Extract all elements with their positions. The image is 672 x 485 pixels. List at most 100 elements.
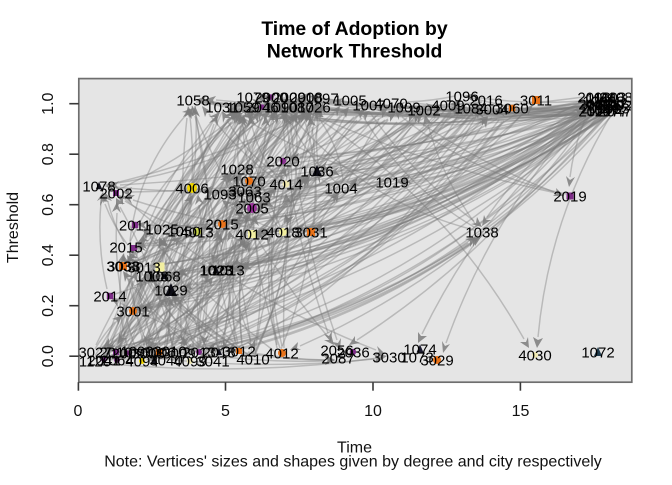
svg-text:1023: 1023	[199, 262, 232, 279]
svg-text:4010: 4010	[236, 351, 269, 368]
svg-text:2000: 2000	[254, 89, 287, 106]
svg-text:2019: 2019	[553, 188, 586, 205]
svg-text:3063: 3063	[228, 183, 261, 200]
svg-text:1007: 1007	[352, 97, 385, 114]
svg-text:1087: 1087	[280, 99, 313, 116]
svg-text:3060: 3060	[495, 100, 528, 117]
svg-text:3008: 3008	[131, 345, 164, 362]
svg-text:0: 0	[74, 403, 83, 420]
svg-text:1063: 1063	[237, 189, 270, 206]
svg-text:1031: 1031	[205, 99, 238, 116]
svg-text:0.0: 0.0	[40, 345, 57, 367]
svg-text:2015: 2015	[205, 216, 238, 233]
svg-text:2047: 2047	[598, 103, 631, 120]
svg-text:2008: 2008	[289, 89, 322, 106]
svg-text:1072: 1072	[581, 344, 614, 361]
svg-text:3041: 3041	[196, 353, 229, 370]
svg-text:2020: 2020	[266, 153, 299, 170]
svg-text:4006: 4006	[175, 180, 208, 197]
svg-text:1103: 1103	[594, 89, 626, 106]
svg-text:2017: 2017	[578, 96, 611, 113]
svg-text:3001: 3001	[116, 303, 149, 320]
svg-text:15: 15	[512, 403, 530, 420]
svg-text:1023: 1023	[200, 262, 233, 279]
svg-text:Time: Time	[337, 440, 372, 457]
svg-text:2108: 2108	[599, 89, 632, 106]
svg-text:2056: 2056	[320, 342, 353, 359]
svg-text:10: 10	[364, 403, 382, 420]
svg-text:2016: 2016	[469, 92, 502, 109]
svg-text:1088: 1088	[582, 93, 615, 110]
svg-text:1004: 1004	[324, 180, 357, 197]
svg-text:2068: 2068	[591, 93, 624, 110]
svg-text:1073: 1073	[400, 349, 433, 366]
svg-text:1077: 1077	[594, 103, 627, 120]
svg-text:1036: 1036	[300, 163, 333, 180]
svg-text:0.8: 0.8	[40, 143, 57, 165]
svg-text:2036: 2036	[336, 344, 369, 361]
svg-text:2011: 2011	[119, 217, 151, 234]
svg-text:4094: 4094	[125, 353, 158, 370]
svg-text:1005: 1005	[333, 92, 366, 109]
svg-text:1093: 1093	[203, 186, 236, 203]
svg-text:2014: 2014	[93, 288, 126, 305]
svg-text:2005: 2005	[235, 200, 268, 217]
svg-text:3009: 3009	[162, 345, 195, 362]
svg-text:1084: 1084	[454, 100, 487, 117]
svg-text:2041: 2041	[87, 352, 120, 369]
svg-text:4070: 4070	[374, 95, 407, 112]
svg-text:2003: 2003	[577, 89, 610, 106]
svg-text:2018: 2018	[202, 344, 235, 361]
svg-text:3031: 3031	[294, 224, 327, 241]
svg-text:1074: 1074	[403, 341, 436, 358]
svg-text:3010: 3010	[153, 343, 186, 360]
svg-text:Note: Vertices' sizes and shap: Note: Vertices' sizes and shapes given b…	[104, 454, 602, 471]
svg-text:1090: 1090	[120, 343, 153, 360]
svg-text:2087: 2087	[321, 350, 354, 367]
svg-text:1070: 1070	[232, 173, 265, 190]
svg-text:5: 5	[221, 403, 230, 420]
svg-text:1090: 1090	[264, 99, 297, 116]
svg-text:1050: 1050	[167, 223, 200, 240]
svg-text:3004: 3004	[475, 101, 508, 118]
svg-text:1096: 1096	[445, 88, 478, 105]
svg-text:4030: 4030	[518, 347, 551, 364]
svg-text:Threshold: Threshold	[5, 192, 22, 263]
svg-text:4012: 4012	[265, 345, 298, 362]
svg-text:3033: 3033	[106, 258, 139, 275]
svg-text:3011: 3011	[520, 92, 552, 109]
svg-text:1009: 1009	[387, 99, 420, 116]
svg-text:3027: 3027	[78, 344, 111, 361]
svg-text:1079: 1079	[236, 89, 269, 106]
svg-text:0.6: 0.6	[40, 193, 57, 215]
svg-text:1029: 1029	[154, 282, 187, 299]
svg-text:1017: 1017	[594, 96, 627, 113]
svg-text:3040: 3040	[149, 352, 182, 369]
svg-text:2099: 2099	[580, 100, 613, 117]
svg-text:1120: 1120	[79, 353, 111, 370]
svg-text:2009: 2009	[272, 89, 305, 106]
svg-text:1028: 1028	[220, 161, 253, 178]
svg-text:3033: 3033	[107, 258, 140, 275]
svg-text:3029: 3029	[420, 352, 453, 369]
svg-text:1059: 1059	[226, 99, 259, 116]
svg-text:4014: 4014	[269, 176, 302, 193]
svg-text:1058: 1058	[176, 92, 209, 109]
svg-text:1013: 1013	[211, 262, 244, 279]
svg-text:3030: 3030	[372, 349, 405, 366]
svg-text:Time of Adoption by: Time of Adoption by	[261, 18, 448, 40]
svg-text:3013: 3013	[127, 259, 160, 276]
svg-text:0.4: 0.4	[40, 244, 57, 266]
svg-text:4099: 4099	[173, 353, 206, 370]
svg-text:0.2: 0.2	[40, 294, 57, 316]
svg-text:3012: 3012	[222, 343, 255, 360]
svg-text:2015: 2015	[109, 239, 142, 256]
svg-text:1033: 1033	[596, 100, 629, 117]
svg-text:1002: 1002	[407, 102, 440, 119]
svg-text:1078: 1078	[82, 178, 115, 195]
svg-text:1102: 1102	[600, 97, 632, 114]
svg-text:2046: 2046	[245, 99, 278, 116]
svg-text:2009: 2009	[111, 345, 144, 362]
svg-text:2010: 2010	[99, 344, 132, 361]
svg-text:1022: 1022	[586, 97, 619, 114]
